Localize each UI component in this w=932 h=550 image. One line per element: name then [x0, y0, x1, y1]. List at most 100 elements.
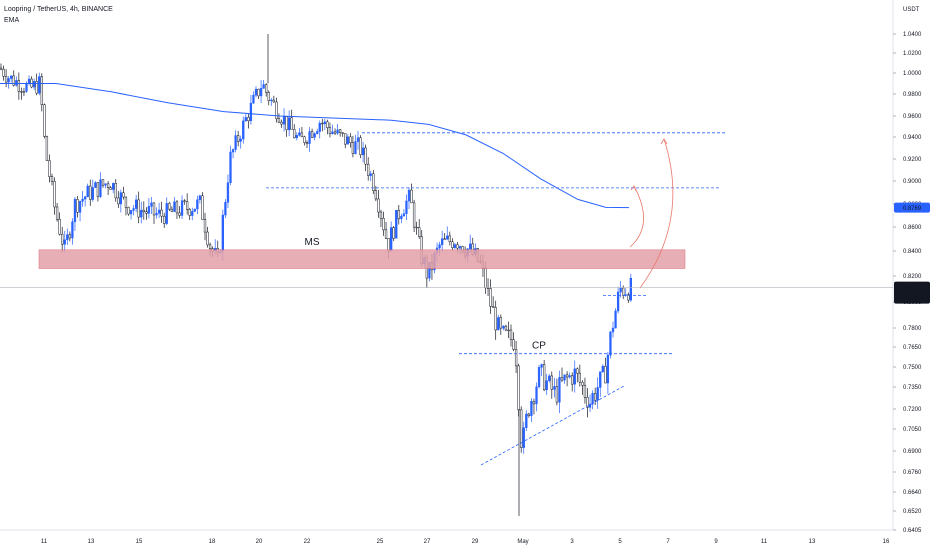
candle	[316, 128, 319, 135]
candle	[66, 228, 69, 246]
candle-body	[35, 81, 38, 94]
candle-body	[629, 277, 633, 301]
candle	[7, 76, 10, 89]
candle	[321, 118, 324, 132]
candle-body	[323, 121, 327, 125]
candle-body	[540, 364, 543, 368]
candle	[198, 194, 202, 204]
candle	[588, 394, 592, 413]
candle-body	[288, 117, 291, 131]
candle	[129, 210, 133, 220]
candle-body	[545, 380, 548, 391]
price-tick-label: 0.9200	[903, 157, 922, 163]
current-price-tag	[894, 281, 930, 304]
candle-body	[114, 183, 117, 199]
candle-body	[321, 122, 324, 125]
candle	[451, 238, 454, 251]
candle	[137, 191, 140, 224]
candle-body	[418, 227, 421, 237]
candle	[17, 72, 21, 100]
candle	[583, 377, 587, 404]
candle-body	[576, 368, 579, 374]
candle	[492, 296, 495, 308]
candle	[104, 183, 107, 189]
candle-body	[122, 192, 125, 198]
candle	[288, 110, 291, 137]
price-tick-label: 0.7650	[903, 345, 922, 351]
candle-body	[548, 375, 551, 381]
candle-body	[4, 76, 8, 83]
candle	[328, 122, 332, 138]
candle-body	[244, 117, 247, 122]
candle-body	[112, 183, 115, 190]
candle-body	[609, 331, 612, 356]
candle	[91, 179, 94, 202]
candle-body	[596, 387, 599, 401]
candle	[50, 173, 54, 186]
candle-body	[78, 201, 82, 213]
candle	[259, 80, 263, 104]
candle-body	[142, 209, 145, 212]
candle	[369, 170, 372, 182]
candle	[494, 300, 497, 340]
candle	[191, 207, 194, 221]
candle	[168, 201, 171, 212]
candle	[507, 321, 510, 339]
candle	[333, 128, 337, 136]
candle-body	[512, 339, 515, 350]
candle	[275, 97, 278, 123]
candle	[249, 94, 253, 125]
candle	[344, 133, 347, 149]
price-axis[interactable]: 1.0400 1.0200 1.0000 0.9800 0.9600 0.9400 0.92…	[893, 7, 930, 534]
candle-body	[208, 244, 212, 249]
candle	[339, 128, 342, 137]
candle-body	[170, 208, 173, 212]
candle	[43, 103, 46, 139]
candle	[265, 83, 268, 97]
candle-body	[94, 182, 97, 188]
candle-body	[277, 118, 281, 123]
candle-body	[140, 209, 143, 218]
candle	[619, 280, 622, 298]
candle	[364, 144, 367, 172]
candle-body	[581, 381, 584, 386]
candle-body	[201, 195, 204, 220]
price-tick-label: 0.7500	[903, 365, 922, 371]
candle	[53, 177, 56, 215]
candle	[117, 190, 120, 209]
candle-body	[555, 386, 559, 403]
candle-body	[387, 237, 390, 252]
candle-body	[137, 199, 140, 218]
time-tick-label: 18	[209, 539, 216, 545]
candle-body	[239, 138, 242, 142]
candle	[601, 364, 604, 374]
price-tick-label: 0.9800	[903, 92, 922, 98]
candle	[135, 195, 138, 213]
candle	[99, 172, 102, 198]
time-axis[interactable]: 11 13 15 18 20 22 25 27 29 May 3 5 7 9 11 13 16	[41, 539, 890, 545]
candle	[520, 406, 523, 453]
plot-area[interactable]	[0, 0, 894, 531]
candle-body	[86, 185, 89, 198]
candle	[405, 194, 408, 221]
candle	[163, 212, 166, 228]
candle	[81, 191, 84, 207]
candle	[586, 388, 589, 418]
candle-body	[310, 131, 314, 138]
candle-body	[295, 135, 298, 139]
candle-body	[33, 81, 36, 88]
candle-body	[237, 135, 240, 142]
candle-body	[76, 199, 79, 213]
candle	[532, 398, 536, 415]
candle-body	[196, 199, 199, 210]
candle-body	[81, 198, 84, 202]
candle-body	[525, 413, 528, 428]
candle-body	[313, 133, 316, 138]
candle-body	[400, 215, 403, 220]
arrow-curve-long	[639, 138, 674, 289]
candle-body	[2, 68, 5, 77]
candle-body	[397, 209, 400, 220]
candle-body	[412, 202, 416, 228]
candle-body	[333, 131, 337, 134]
